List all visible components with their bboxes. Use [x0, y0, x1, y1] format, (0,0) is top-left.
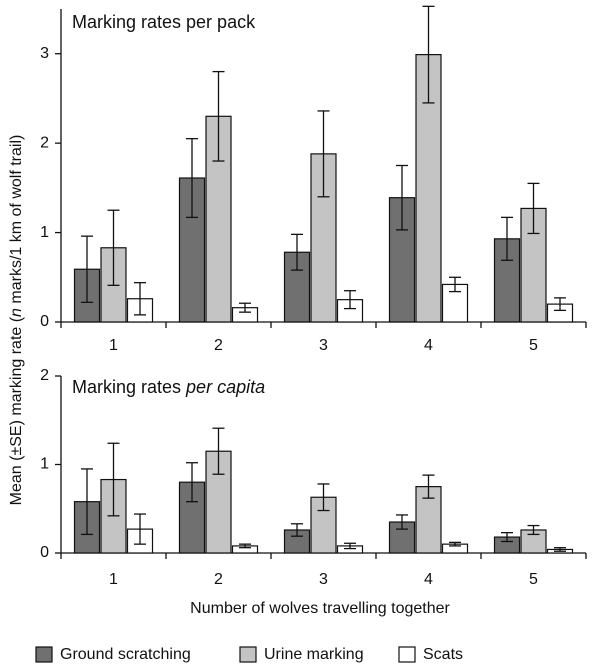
legend-label-ground-scratching: Ground scratching	[60, 646, 191, 663]
y-tick-label: 1	[40, 224, 49, 241]
panel-per-capita: Marking rates per capita 0 1 2 1 2 3 4 5	[40, 367, 587, 588]
legend-swatch-urine-marking	[239, 646, 257, 663]
legend-swatch-scats	[398, 646, 416, 663]
panel-title-part: per capita	[185, 377, 265, 397]
x-tick-label: 1	[109, 337, 118, 354]
y-tick-label: 0	[40, 313, 49, 330]
panel-title: Marking rates per capita	[72, 377, 265, 397]
x-tick-label: 4	[424, 337, 433, 354]
legend: Ground scratching Urine marking Scats	[35, 646, 463, 663]
x-tick-label: 2	[214, 337, 223, 354]
x-tick-label: 2	[214, 571, 223, 588]
panel-title: Marking rates per pack	[72, 12, 256, 32]
y-tick-label: 2	[40, 134, 49, 151]
y-tick-label: 3	[40, 45, 49, 62]
y-axis-label-prefix: Mean (±SE) marking rate (	[8, 316, 25, 505]
panel-title-part: Marking rates per pack	[72, 12, 256, 32]
x-tick-label: 4	[424, 571, 433, 588]
legend-label-scats: Scats	[423, 646, 463, 663]
x-axis-label: Number of wolves travelling together	[190, 600, 450, 617]
y-axis-label-italic: n	[8, 308, 25, 317]
y-tick-label: 1	[40, 456, 49, 473]
y-axis-label: Mean (±SE) marking rate (n marks/1 km of…	[8, 135, 25, 506]
x-tick-label: 5	[529, 337, 538, 354]
y-tick-label: 0	[40, 544, 49, 561]
panel-per-pack: Marking rates per pack 0 1 2 3 1 2 3 4 5	[40, 5, 587, 354]
y-tick-label: 2	[40, 367, 49, 384]
x-tick-label: 5	[529, 571, 538, 588]
x-tick-label: 3	[319, 337, 328, 354]
y-axis-label-suffix: marks/1 km of wolf trail)	[8, 135, 25, 308]
panel-title-part: Marking rates	[72, 377, 186, 397]
legend-swatch-ground-scratching	[35, 646, 53, 663]
x-tick-label: 3	[319, 571, 328, 588]
x-tick-label: 1	[109, 571, 118, 588]
legend-label-urine-marking: Urine marking	[264, 646, 364, 663]
